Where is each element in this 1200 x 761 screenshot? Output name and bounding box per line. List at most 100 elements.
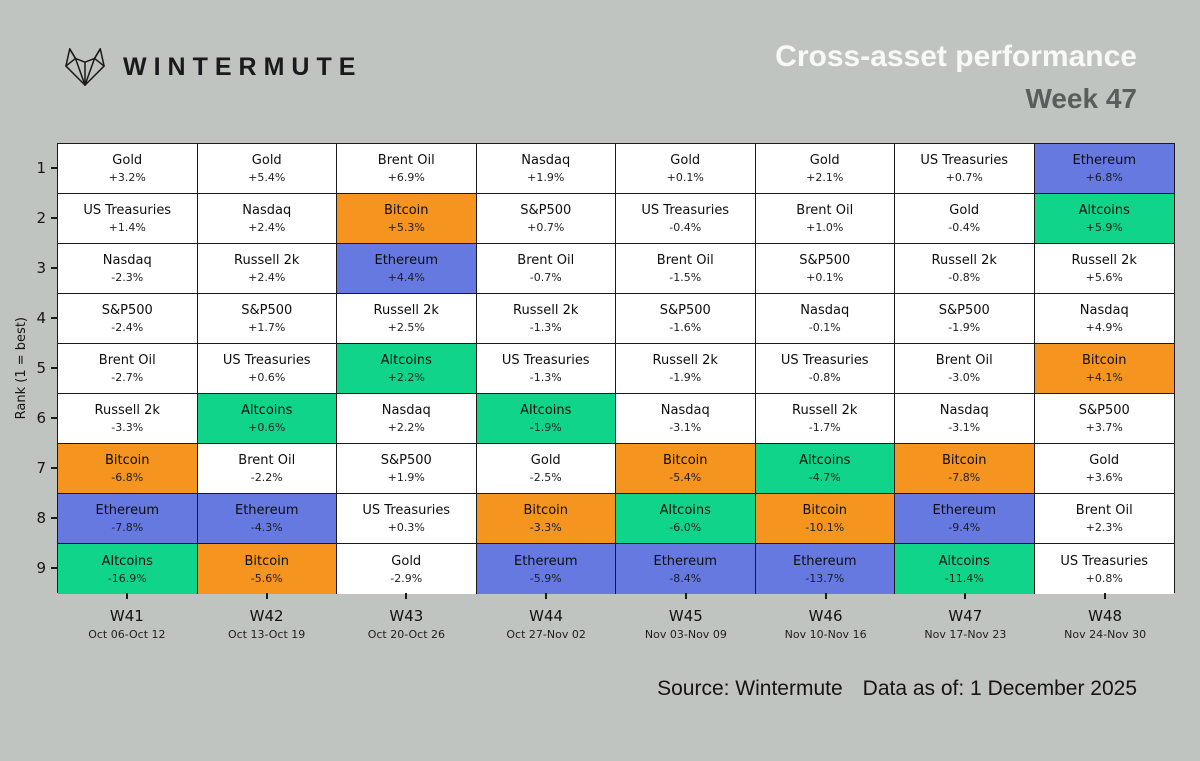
grid-cell: S&P500 +1.9% bbox=[337, 444, 477, 494]
week-label: W42 bbox=[249, 607, 284, 625]
cell-change-value: -4.3% bbox=[250, 521, 283, 534]
cell-asset-label: S&P500 bbox=[1078, 403, 1130, 418]
cell-change-value: -4.7% bbox=[808, 471, 841, 484]
grid-cell: Russell 2k -1.7% bbox=[755, 394, 895, 444]
cell-asset-label: Brent Oil bbox=[656, 253, 714, 268]
cell-asset-label: Altcoins bbox=[799, 453, 851, 468]
rank-label: 9 bbox=[36, 559, 46, 577]
cell-asset-label: US Treasuries bbox=[780, 353, 869, 368]
cell-asset-label: US Treasuries bbox=[641, 203, 730, 218]
grid-cell: S&P500 -2.4% bbox=[58, 294, 198, 344]
cell-change-value: +0.7% bbox=[945, 171, 983, 184]
cell-change-value: -2.2% bbox=[250, 471, 283, 484]
cell-change-value: -1.9% bbox=[669, 371, 702, 384]
rank-label: 8 bbox=[36, 509, 46, 527]
week-column-label: W41 Oct 06-Oct 12 bbox=[57, 593, 197, 641]
axis-tick bbox=[51, 317, 57, 319]
grid-cell: Altcoins +0.6% bbox=[197, 394, 337, 444]
cell-change-value: +1.7% bbox=[248, 321, 286, 334]
cell-asset-label: S&P500 bbox=[520, 203, 572, 218]
grid-cell: Ethereum -5.9% bbox=[476, 544, 616, 594]
rank-label: 1 bbox=[36, 159, 46, 177]
rank-tick-row: 1 bbox=[0, 143, 57, 193]
rank-tick-row: 2 bbox=[0, 193, 57, 243]
grid-cell: Gold -2.5% bbox=[476, 444, 616, 494]
grid-cell: Russell 2k -0.8% bbox=[895, 244, 1035, 294]
rank-label: 5 bbox=[36, 359, 46, 377]
grid-cell: Nasdaq +2.2% bbox=[337, 394, 477, 444]
cell-change-value: +1.9% bbox=[527, 171, 565, 184]
week-label: W48 bbox=[1088, 607, 1123, 625]
cell-asset-label: Brent Oil bbox=[98, 353, 156, 368]
cell-asset-label: Russell 2k bbox=[234, 253, 300, 268]
cell-change-value: -8.4% bbox=[669, 571, 702, 585]
axis-tick bbox=[824, 593, 827, 599]
cell-asset-label: Russell 2k bbox=[931, 253, 997, 268]
grid-cell: S&P500 +1.7% bbox=[197, 294, 337, 344]
cell-change-value: -11.4% bbox=[944, 571, 984, 585]
grid-cell: Brent Oil -2.7% bbox=[58, 344, 198, 394]
grid-cell: Brent Oil -3.0% bbox=[895, 344, 1035, 394]
cell-asset-label: US Treasuries bbox=[1060, 553, 1149, 569]
cell-asset-label: Russell 2k bbox=[94, 403, 160, 418]
grid-cell: Ethereum +4.4% bbox=[337, 244, 477, 294]
cell-change-value: +4.1% bbox=[1085, 371, 1123, 384]
grid-cell: Altcoins +2.2% bbox=[337, 344, 477, 394]
cell-asset-label: Altcoins bbox=[101, 553, 153, 569]
grid-cell: Ethereum -4.3% bbox=[197, 494, 337, 544]
cell-change-value: -9.4% bbox=[948, 521, 981, 534]
grid-cell: Gold -0.4% bbox=[895, 194, 1035, 244]
week-label: W41 bbox=[109, 607, 144, 625]
cell-asset-label: Ethereum bbox=[234, 503, 299, 518]
rank-label: 4 bbox=[36, 309, 46, 327]
grid-cell: Russell 2k +5.6% bbox=[1034, 244, 1174, 294]
grid-cell: S&P500 -1.9% bbox=[895, 294, 1035, 344]
cell-asset-label: Altcoins bbox=[520, 403, 572, 418]
week-column-label: W44 Oct 27-Nov 02 bbox=[476, 593, 616, 641]
cell-change-value: +2.2% bbox=[387, 421, 425, 434]
grid-cell: Russell 2k +2.5% bbox=[337, 294, 477, 344]
cell-asset-label: Nasdaq bbox=[660, 403, 710, 418]
axis-tick bbox=[51, 367, 57, 369]
axis-tick bbox=[1104, 593, 1107, 599]
cell-asset-label: Nasdaq bbox=[521, 153, 571, 168]
grid-cell: Bitcoin -3.3% bbox=[476, 494, 616, 544]
cell-asset-label: Bitcoin bbox=[104, 453, 150, 468]
grid-cell: Brent Oil -2.2% bbox=[197, 444, 337, 494]
week-label: W43 bbox=[389, 607, 424, 625]
cell-asset-label: S&P500 bbox=[799, 253, 851, 268]
cell-change-value: -10.1% bbox=[805, 521, 845, 534]
cell-asset-label: S&P500 bbox=[938, 303, 990, 318]
grid-cell: US Treasuries +0.6% bbox=[197, 344, 337, 394]
grid-cell: US Treasuries +0.8% bbox=[1034, 544, 1174, 594]
rank-tick-row: 6 bbox=[0, 393, 57, 443]
grid-cell: Nasdaq +1.9% bbox=[476, 144, 616, 194]
cell-change-value: +5.3% bbox=[387, 221, 425, 234]
week-label: W46 bbox=[808, 607, 843, 625]
cell-asset-label: Gold bbox=[670, 153, 701, 168]
grid-cell: Ethereum -8.4% bbox=[616, 544, 756, 594]
cell-asset-label: Nasdaq bbox=[939, 403, 989, 418]
cell-change-value: -1.9% bbox=[948, 321, 981, 334]
cell-change-value: -1.5% bbox=[669, 271, 702, 284]
grid-cell: Gold +5.4% bbox=[197, 144, 337, 194]
grid-cell: Nasdaq -0.1% bbox=[755, 294, 895, 344]
cell-change-value: -1.7% bbox=[808, 421, 841, 434]
cell-change-value: +6.9% bbox=[387, 171, 425, 184]
cell-change-value: -0.8% bbox=[808, 371, 841, 384]
week-date-range: Oct 06-Oct 12 bbox=[88, 628, 166, 641]
week-date-range: Nov 24-Nov 30 bbox=[1064, 628, 1147, 641]
cell-change-value: -7.8% bbox=[111, 521, 144, 534]
cell-change-value: -0.7% bbox=[529, 271, 562, 284]
cell-change-value: +5.9% bbox=[1085, 221, 1123, 234]
axis-tick bbox=[51, 517, 57, 519]
grid-cell: US Treasuries +0.7% bbox=[895, 144, 1035, 194]
cell-asset-label: Gold bbox=[112, 153, 143, 168]
cell-change-value: +4.4% bbox=[387, 271, 425, 284]
grid-cell: US Treasuries -1.3% bbox=[476, 344, 616, 394]
grid-cell: Gold +2.1% bbox=[755, 144, 895, 194]
cell-asset-label: Gold bbox=[251, 153, 282, 168]
grid-cell: Russell 2k -3.3% bbox=[58, 394, 198, 444]
cell-change-value: -3.1% bbox=[948, 421, 981, 434]
grid-cell: Gold -2.9% bbox=[337, 544, 477, 594]
